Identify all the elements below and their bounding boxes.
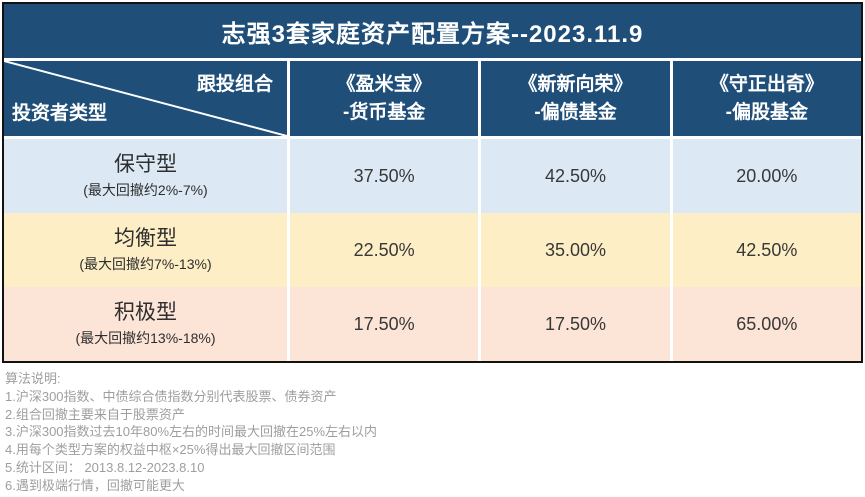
note-line-1: 1.沪深300指数、中债综合债指数分别代表股票、债券资产: [5, 388, 337, 404]
cell-balanced-xinxinxiangrong: 35.00%: [481, 213, 670, 287]
column-header-name: 《盈米宝》: [336, 73, 432, 95]
row-header-aggressive: 积极型 (最大回撤约13%-18%): [4, 287, 287, 361]
page-title: 志强3套家庭资产配置方案--2023.11.9: [221, 20, 644, 48]
corner-header-cell: 跟投组合 投资者类型: [4, 61, 287, 139]
allocation-table: 跟投组合 投资者类型 《盈米宝》 -货币基金 《新新向荣》 -偏债基金 《守正出…: [4, 61, 861, 361]
row-type-label: 积极型: [114, 300, 177, 324]
column-header-xinxinxiangrong: 《新新向荣》 -偏债基金: [481, 61, 670, 139]
row-header-balanced: 均衡型 (最大回撤约7%-13%): [4, 213, 287, 287]
note-line-6: 6.遇到极端行情，回撤可能更大: [5, 477, 185, 493]
note-line-3: 3.沪深300指数过去10年80%左右的时间最大回撤在25%左右以内: [5, 424, 378, 440]
row-header-conservative: 保守型 (最大回撤约2%-7%): [4, 139, 287, 213]
allocation-table-frame: 志强3套家庭资产配置方案--2023.11.9 跟投组合 投资者类型 《盈米宝》…: [2, 2, 863, 363]
column-header-name: 《守正出奇》: [709, 73, 824, 95]
cell-conservative-yingmibao: 37.50%: [290, 139, 479, 213]
column-header-subtitle: -货币基金: [343, 101, 426, 123]
corner-label-portfolio: 跟投组合: [196, 74, 273, 95]
note-line-4: 4.用每个类型方案的权益中枢×25%得出最大回撤区间范围: [5, 442, 336, 458]
cell-aggressive-shouzhengchuqi: 65.00%: [672, 287, 861, 361]
row-type-label: 保守型: [114, 152, 177, 176]
column-header-name: 《新新向荣》: [518, 73, 633, 95]
algorithm-notes: 算法说明: 1.沪深300指数、中债综合债指数分别代表股票、债券资产 2.组合回…: [5, 370, 377, 495]
row-drawdown-note: (最大回撤约2%-7%): [83, 182, 208, 199]
column-header-shouzhengchuqi: 《守正出奇》 -偏股基金: [672, 61, 861, 139]
cell-balanced-yingmibao: 22.50%: [290, 213, 479, 287]
note-line-5: 5.统计区间： 2013.8.12-2023.8.10: [5, 459, 205, 475]
diagonal-divider-line: [4, 61, 287, 136]
cell-aggressive-yingmibao: 17.50%: [290, 287, 479, 361]
cell-conservative-xinxinxiangrong: 42.50%: [481, 139, 670, 213]
column-header-subtitle: -偏债基金: [534, 101, 617, 123]
cell-aggressive-xinxinxiangrong: 17.50%: [481, 287, 670, 361]
table-title-bar: 志强3套家庭资产配置方案--2023.11.9: [4, 4, 861, 61]
column-header-yingmibao: 《盈米宝》 -货币基金: [290, 61, 479, 139]
row-type-label: 均衡型: [114, 226, 177, 250]
cell-conservative-shouzhengchuqi: 20.00%: [672, 139, 861, 213]
cell-balanced-shouzhengchuqi: 42.50%: [672, 213, 861, 287]
row-drawdown-note: (最大回撤约13%-18%): [75, 330, 216, 347]
column-header-subtitle: -偏股基金: [725, 101, 808, 123]
notes-heading: 算法说明:: [5, 371, 61, 386]
corner-label-investor-type: 投资者类型: [12, 103, 108, 125]
note-line-2: 2.组合回撤主要来自于股票资产: [5, 406, 185, 422]
row-drawdown-note: (最大回撤约7%-13%): [79, 256, 212, 273]
